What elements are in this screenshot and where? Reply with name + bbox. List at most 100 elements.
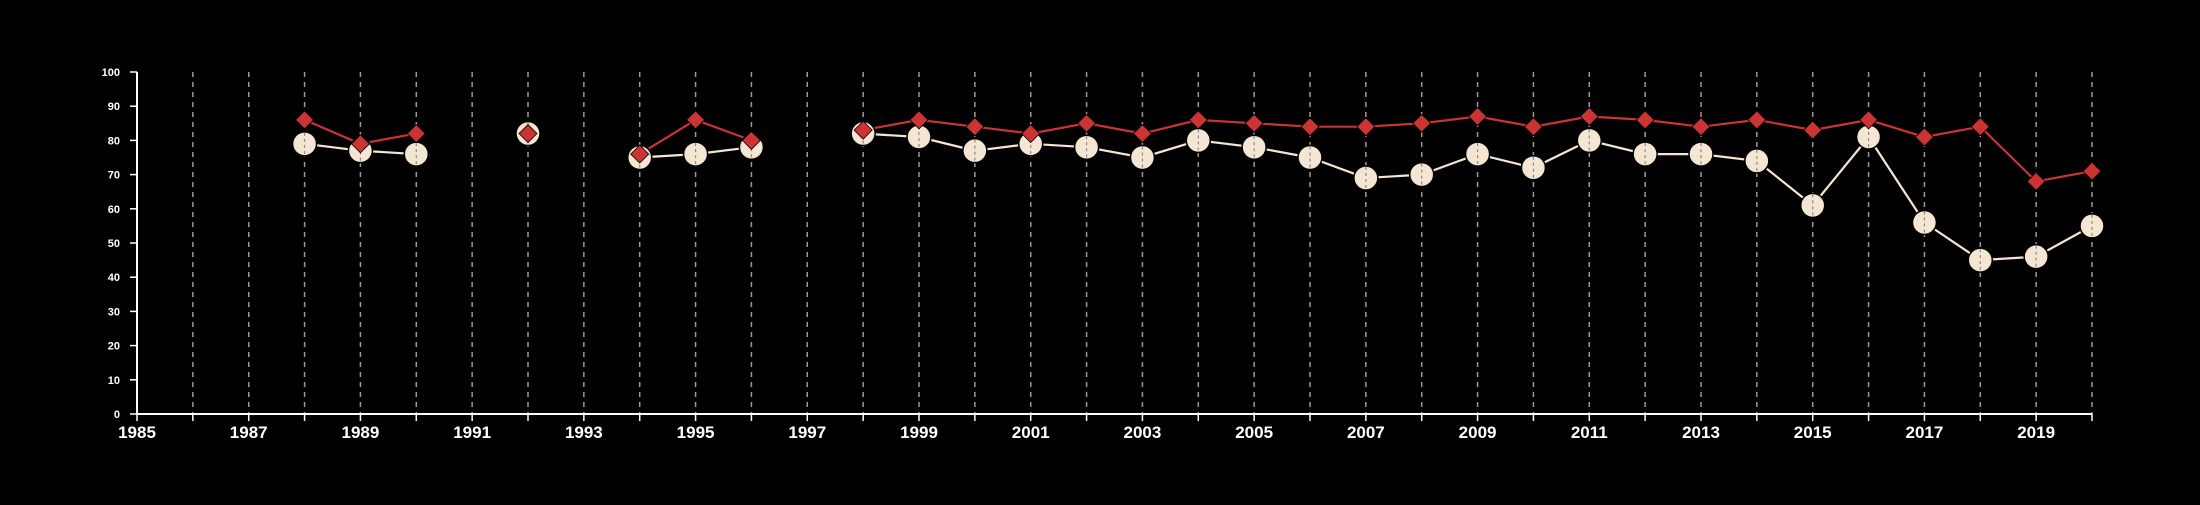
x-tick-label-1991: 1991 (453, 423, 491, 442)
cream-point-marker (682, 141, 709, 167)
red-point-2020 (2082, 161, 2102, 181)
cream-point-2005 (1241, 134, 1267, 160)
y-tick-label-30: 30 (108, 306, 120, 318)
cream-point-marker (962, 137, 988, 164)
x-tick-label-1985: 1985 (118, 423, 156, 442)
cream-point-2008 (1408, 161, 1435, 188)
cream-point-marker (2023, 243, 2049, 270)
cream-point-2017 (1911, 209, 1938, 236)
cream-point-2001 (1017, 131, 1044, 157)
cream-point-1995 (682, 141, 709, 167)
cream-point-2007 (1353, 165, 1379, 191)
cream-point-marker (1632, 141, 1658, 167)
cream-point-marker (1576, 127, 1603, 154)
y-tick-label-70: 70 (108, 170, 120, 182)
red-point-2016 (1859, 110, 1879, 130)
cream-point-marker (1799, 192, 1826, 219)
y-tick-label-100: 100 (102, 67, 120, 79)
red-point-2010 (1523, 117, 1543, 137)
cream-point-marker (1297, 144, 1323, 171)
cream-point-2010 (1520, 155, 1547, 181)
x-tick-label-2015: 2015 (1794, 423, 1832, 442)
red-point-1992 (518, 123, 538, 144)
cream-point-marker (1520, 155, 1547, 181)
red-point-2004 (1188, 110, 1208, 130)
red-point-2013 (1691, 117, 1711, 137)
cream-point-marker (2079, 213, 2105, 239)
y-tick-label-60: 60 (108, 204, 120, 216)
red-point-1995 (686, 110, 706, 130)
red-point-1999 (909, 110, 929, 130)
red-point-2019 (2026, 171, 2046, 192)
cream-point-2013 (1688, 141, 1714, 167)
red-point-2011 (1579, 106, 1599, 127)
grid-lines (192, 72, 2093, 414)
x-tick-label-1989: 1989 (342, 423, 380, 442)
y-tick-label-0: 0 (114, 409, 120, 421)
red-point-2003 (1132, 123, 1152, 144)
red-point-2014 (1747, 110, 1767, 130)
x-tick-label-2019: 2019 (2017, 423, 2055, 442)
cream-point-marker (1744, 148, 1770, 174)
cream-point-marker (1353, 165, 1379, 191)
red-point-1988 (295, 110, 315, 130)
red-point-1990 (406, 123, 426, 144)
x-tick-label-2003: 2003 (1124, 423, 1162, 442)
red-point-1998 (853, 120, 873, 140)
cream-point-2014 (1744, 148, 1770, 174)
x-tick-label-1987: 1987 (230, 423, 268, 442)
red-point-2000 (965, 117, 985, 137)
cream-point-2020 (2079, 213, 2105, 239)
cream-point-marker (1464, 141, 1491, 167)
red-point-1996 (741, 130, 761, 150)
red-point-2007 (1356, 117, 1376, 137)
cream-point-2019 (2023, 243, 2049, 270)
red-point-2018 (1970, 117, 1990, 137)
y-tick-label-90: 90 (108, 101, 120, 113)
x-tick-label-1999: 1999 (900, 423, 938, 442)
y-tick-label-20: 20 (108, 341, 120, 353)
red-point-1994 (630, 144, 650, 164)
cream-point-2004 (1185, 127, 1212, 154)
x-tick-label-2011: 2011 (1571, 423, 1608, 442)
cream-point-2009 (1464, 141, 1491, 167)
cream-point-2003 (1129, 144, 1156, 171)
x-tick-label-1995: 1995 (677, 423, 715, 442)
x-tick-label-2001: 2001 (1012, 423, 1050, 442)
red-point-2015 (1803, 120, 1823, 140)
red-point-2005 (1244, 113, 1264, 133)
y-tick-label-80: 80 (108, 135, 120, 147)
cream-point-marker (291, 131, 318, 157)
cream-point-2018 (1967, 247, 1994, 273)
y-tick-label-10: 10 (108, 375, 120, 387)
cream-point-1990 (403, 141, 430, 167)
red-point-2008 (1412, 113, 1432, 133)
cream-point-1988 (291, 131, 318, 157)
red-point-1989 (350, 134, 370, 154)
x-tick-label-2013: 2013 (1682, 423, 1720, 442)
cream-point-2002 (1073, 134, 1100, 160)
red-point-2002 (1077, 113, 1097, 133)
y-tick-label-40: 40 (108, 272, 120, 284)
red-point-2012 (1635, 110, 1655, 130)
cream-point-marker (1129, 144, 1156, 171)
cream-point-2000 (962, 137, 988, 164)
x-tick-label-1997: 1997 (788, 423, 826, 442)
x-tick-label-2017: 2017 (1906, 423, 1944, 442)
cream-point-marker (1241, 134, 1267, 160)
cream-point-2011 (1576, 127, 1603, 154)
cream-point-2006 (1297, 144, 1323, 171)
cream-point-marker (1967, 247, 1994, 273)
x-tick-label-2007: 2007 (1347, 423, 1385, 442)
cream-point-marker (1688, 141, 1714, 167)
cream-point-2012 (1632, 141, 1658, 167)
cream-point-marker (1911, 209, 1938, 236)
x-tick-label-1993: 1993 (565, 423, 603, 442)
red-point-2009 (1468, 106, 1488, 127)
axes: 0 10 20 30 40 50 60 70 80 90 100 1985 1987 1989 1991 19… (102, 67, 2093, 442)
cream-point-marker (1073, 134, 1100, 160)
cream-point-2015 (1799, 192, 1826, 219)
x-tick-label-2009: 2009 (1459, 423, 1497, 442)
